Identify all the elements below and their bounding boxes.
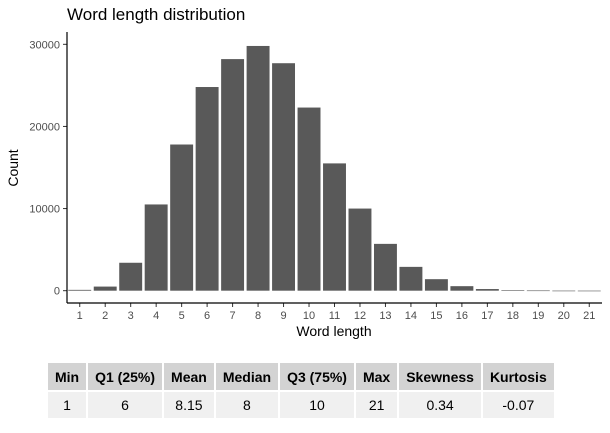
x-tick-label-13: 13 — [379, 310, 391, 322]
stats-header-cell: Mean — [163, 363, 216, 391]
x-tick-label-16: 16 — [456, 310, 468, 322]
bar-16 — [450, 286, 474, 291]
stats-value-cell: 0.34 — [398, 390, 483, 418]
bars-group — [68, 45, 601, 292]
stats-header-cell: Max — [354, 363, 400, 391]
x-tick-label-15: 15 — [430, 310, 442, 322]
bar-20 — [552, 290, 576, 292]
x-tick-label-18: 18 — [507, 310, 519, 322]
stats-value-cell: 10 — [279, 390, 356, 418]
x-tick-label-6: 6 — [204, 310, 210, 322]
stats-header-cell: Median — [214, 363, 281, 391]
bar-21 — [577, 290, 601, 292]
x-tick-label-21: 21 — [583, 310, 595, 322]
bar-4 — [144, 204, 168, 291]
x-tick-label-1: 1 — [77, 310, 83, 322]
y-axis-title: Count — [5, 149, 21, 186]
bar-12 — [348, 208, 372, 291]
stats-value-cell: 8.15 — [163, 390, 216, 418]
bar-18 — [501, 290, 525, 291]
bar-8 — [246, 45, 270, 291]
stats-value-cell: 1 — [48, 390, 89, 418]
y-tick-label-30000: 30000 — [29, 39, 60, 51]
bar-11 — [323, 163, 346, 291]
x-tick-label-20: 20 — [558, 310, 570, 322]
y-tick-label-10000: 10000 — [29, 204, 60, 216]
bar-3 — [119, 262, 143, 291]
y-tick-label-0: 0 — [54, 286, 60, 298]
x-tick-label-3: 3 — [128, 310, 134, 322]
word-length-chart: Word length distribution Count Word leng… — [5, 5, 602, 339]
chart-title: Word length distribution — [67, 5, 245, 24]
x-tick-label-12: 12 — [354, 310, 366, 322]
stats-header-cell: Q1 (25%) — [87, 363, 165, 391]
bar-13 — [373, 243, 397, 291]
bar-17 — [475, 289, 499, 291]
x-tick-label-17: 17 — [481, 310, 493, 322]
x-tick-label-2: 2 — [102, 310, 108, 322]
x-tick-label-11: 11 — [329, 310, 340, 322]
bar-5 — [170, 144, 194, 291]
x-axis-title: Word length — [296, 323, 371, 339]
stats-value-cell: 8 — [214, 390, 281, 418]
x-tick-label-19: 19 — [532, 310, 544, 322]
stats-header-cell: Kurtosis — [481, 363, 554, 391]
stats-value-cell: 21 — [354, 390, 400, 418]
x-tick-label-10: 10 — [303, 310, 315, 322]
x-tick-label-7: 7 — [230, 310, 236, 322]
x-tick-label-14: 14 — [405, 310, 417, 322]
stats-header-cell: Q3 (75%) — [279, 363, 356, 391]
stats-header-row: Min Q1 (25%) Mean Median Q3 (75%) Max Skewness… — [48, 363, 554, 391]
stats-value-cell: 6 — [87, 390, 165, 418]
bar-6 — [195, 87, 219, 291]
x-tick-label-4: 4 — [153, 310, 159, 322]
bar-2 — [93, 286, 117, 291]
x-tick-label-8: 8 — [255, 310, 261, 322]
bar-9 — [272, 63, 296, 291]
stats-header-cell: Min — [48, 363, 89, 391]
summary-stats-table: Min Q1 (25%) Mean Median Q3 (75%) Max Skewness… — [48, 363, 554, 418]
bar-10 — [297, 107, 321, 291]
bar-1 — [68, 289, 92, 291]
y-ticks-group: 0 10000 20000 30000 — [29, 39, 67, 298]
x-tick-label-9: 9 — [280, 310, 286, 322]
stats-header-cell: Skewness — [398, 363, 483, 391]
stats-value-row: 1 6 8.15 8 10 21 0.34 -0.07 — [48, 390, 554, 418]
bar-15 — [424, 279, 448, 291]
bar-14 — [399, 266, 423, 291]
x-ticks-group: 1 2 3 4 5 6 7 8 9 10 11 12 13 14 15 16 17 18 19 20 21 — [77, 303, 595, 322]
bar-19 — [526, 290, 550, 292]
y-tick-label-20000: 20000 — [29, 121, 60, 133]
stats-value-cell: -0.07 — [481, 390, 554, 418]
x-tick-label-5: 5 — [179, 310, 185, 322]
bar-7 — [221, 59, 245, 291]
